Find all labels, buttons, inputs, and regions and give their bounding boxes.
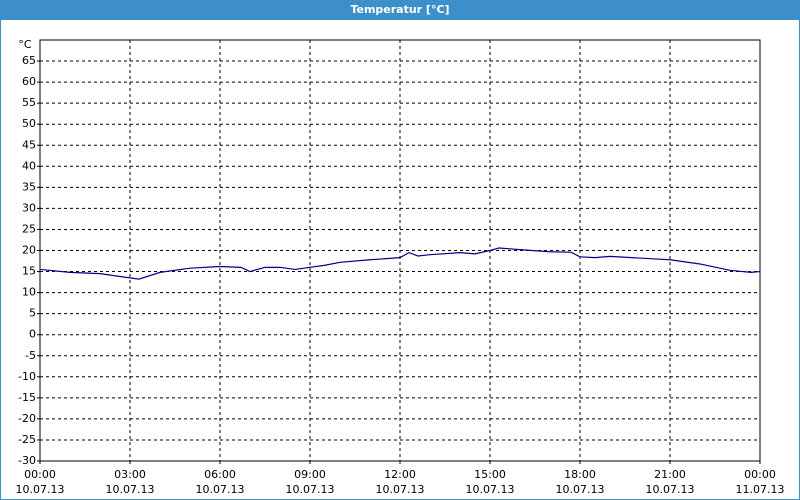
x-tick-label: 09:00 10.07.13 [286,468,335,496]
chart-title: Temperatur [°C] [350,3,449,16]
x-tick-label: 00:00 10.07.13 [16,468,65,496]
y-tick-label: 5 [29,307,36,320]
y-tick-label: -30 [18,454,36,467]
line-series [39,247,761,280]
y-tick-label: 45 [22,138,36,151]
y-tick-label: 30 [22,201,36,214]
y-tick-label: -10 [18,370,36,383]
x-tick-label: 03:00 10.07.13 [106,468,155,496]
x-tick-label: 06:00 10.07.13 [196,468,245,496]
y-tick-label: 0 [29,328,36,341]
x-tick-label: 12:00 10.07.13 [376,468,425,496]
y-tick-label: 40 [22,159,36,172]
y-tick-label: 35 [22,180,36,193]
y-tick-label: 50 [22,117,36,130]
y-tick-label: -15 [18,391,36,404]
x-tick-label: 00:00 11.07.13 [736,468,785,496]
x-tick-label: 18:00 10.07.13 [556,468,605,496]
y-tick-label: 60 [22,75,36,88]
y-tick-label: -5 [25,349,36,362]
x-tick-label: 21:00 10.07.13 [646,468,695,496]
y-tick-label: 25 [22,222,36,235]
y-tick-label: 20 [22,244,36,257]
y-tick-label: 15 [22,265,36,278]
y-axis-label: °C [18,38,32,51]
y-tick-label: -20 [18,412,36,425]
y-tick-label: 55 [22,96,36,109]
title-bar [0,0,800,20]
y-tick-label: 65 [22,54,36,67]
y-tick-label: -25 [18,433,36,446]
x-tick-label: 15:00 10.07.13 [466,468,515,496]
y-tick-label: 10 [22,286,36,299]
